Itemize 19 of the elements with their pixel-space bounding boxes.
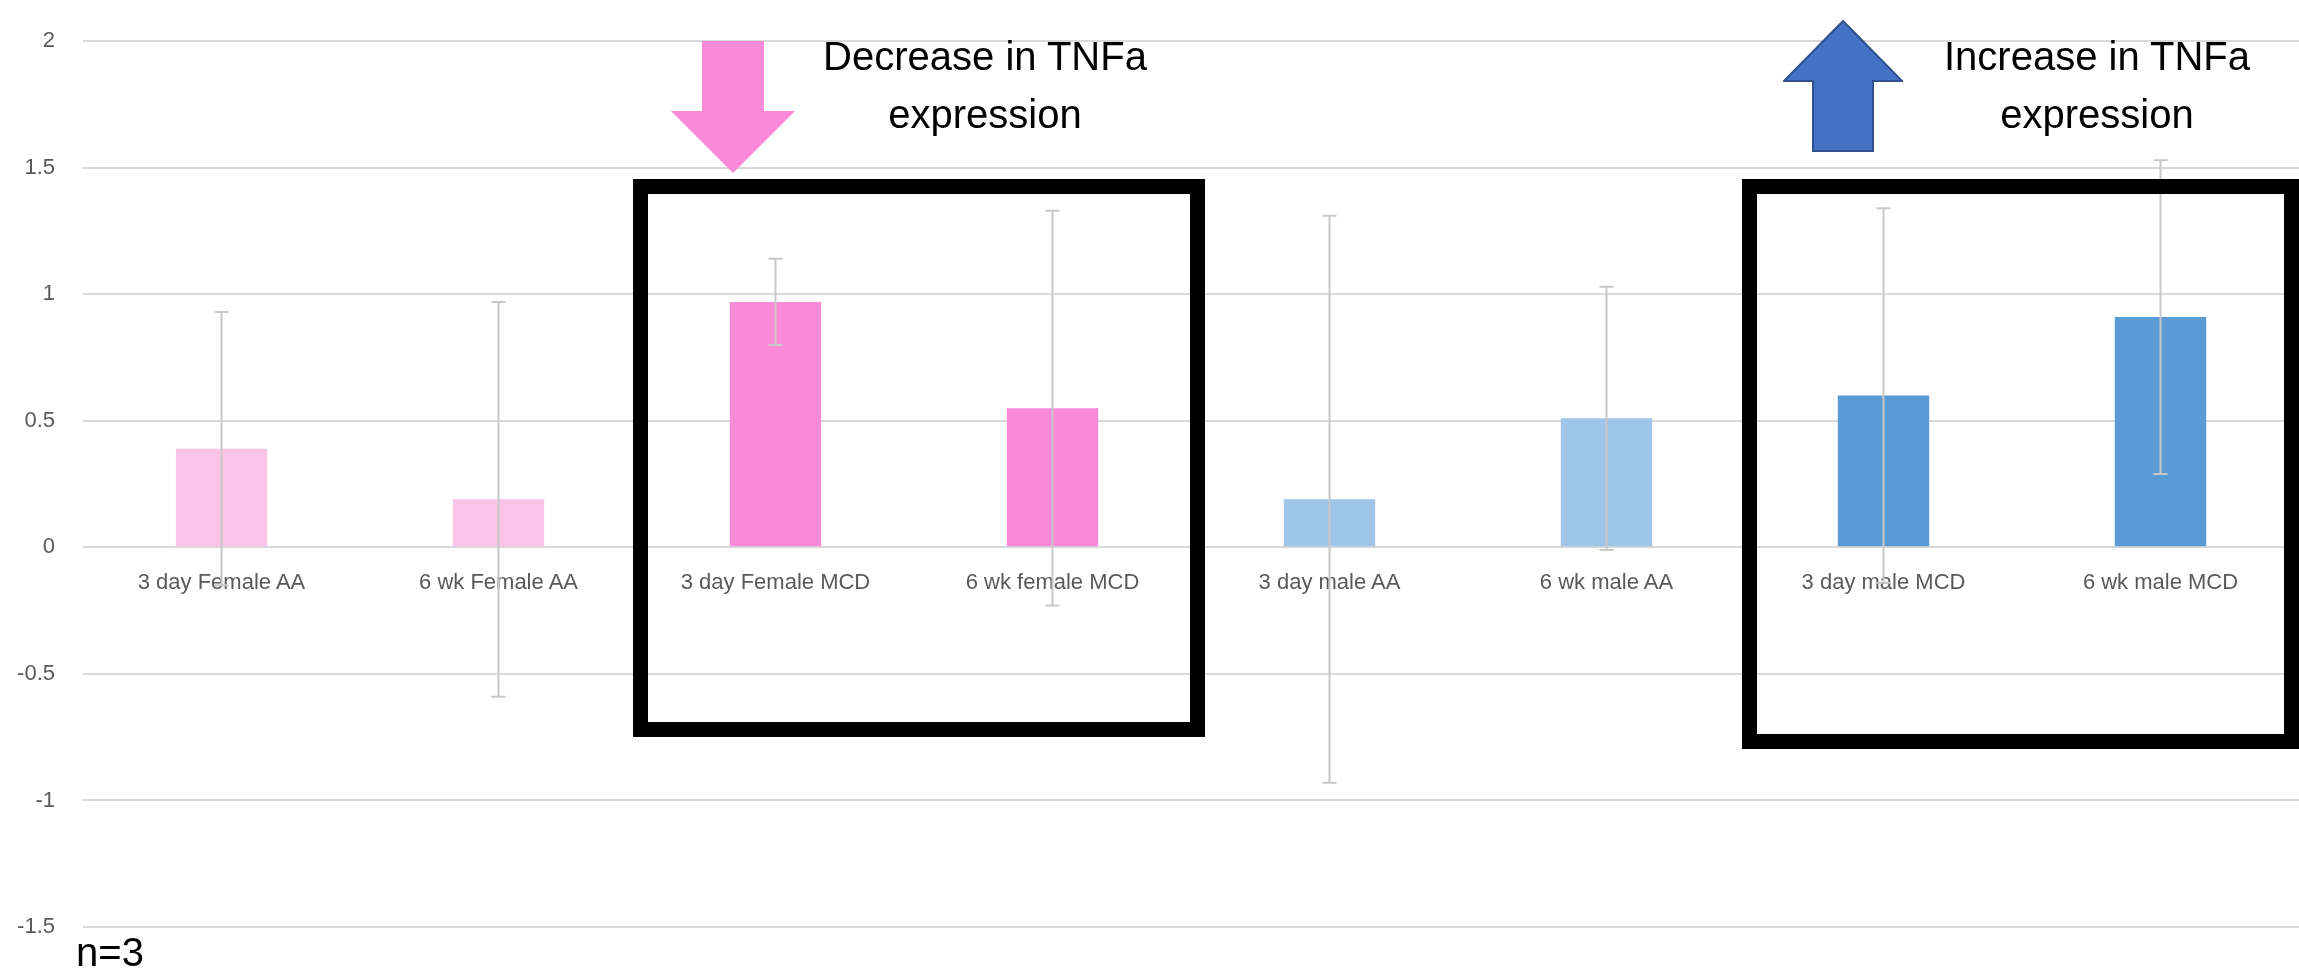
x-tick-label: 3 day male MCD xyxy=(1801,568,1966,594)
y-tick-label: -1 xyxy=(35,786,55,812)
x-tick-label: 3 day Female AA xyxy=(137,568,306,594)
y-tick-label: 1 xyxy=(42,280,55,306)
x-tick-label: 6 wk Female AA xyxy=(419,568,579,594)
x-tick-label: 6 wk male AA xyxy=(1539,568,1674,594)
y-tick-label: -1.5 xyxy=(17,913,55,939)
y-tick-label: -0.5 xyxy=(17,659,55,685)
y-tick-label: 2 xyxy=(42,27,55,53)
annotation: Increase in TNFa expression xyxy=(1943,34,2251,137)
y-tick-label: 0 xyxy=(42,533,55,559)
annotation: Decrease in TNFa expression xyxy=(823,34,1148,137)
x-tick-label: 3 day Female MCD xyxy=(680,568,871,594)
text: n=3 xyxy=(76,930,144,973)
x-tick-label: 6 wk male MCD xyxy=(2082,568,2239,594)
x-tick-label: 3 day male AA xyxy=(1258,568,1401,594)
y-tick-label: 0.5 xyxy=(24,406,55,432)
x-tick-label: 6 wk female MCD xyxy=(965,568,1140,594)
y-tick-label: 1.5 xyxy=(24,153,55,179)
